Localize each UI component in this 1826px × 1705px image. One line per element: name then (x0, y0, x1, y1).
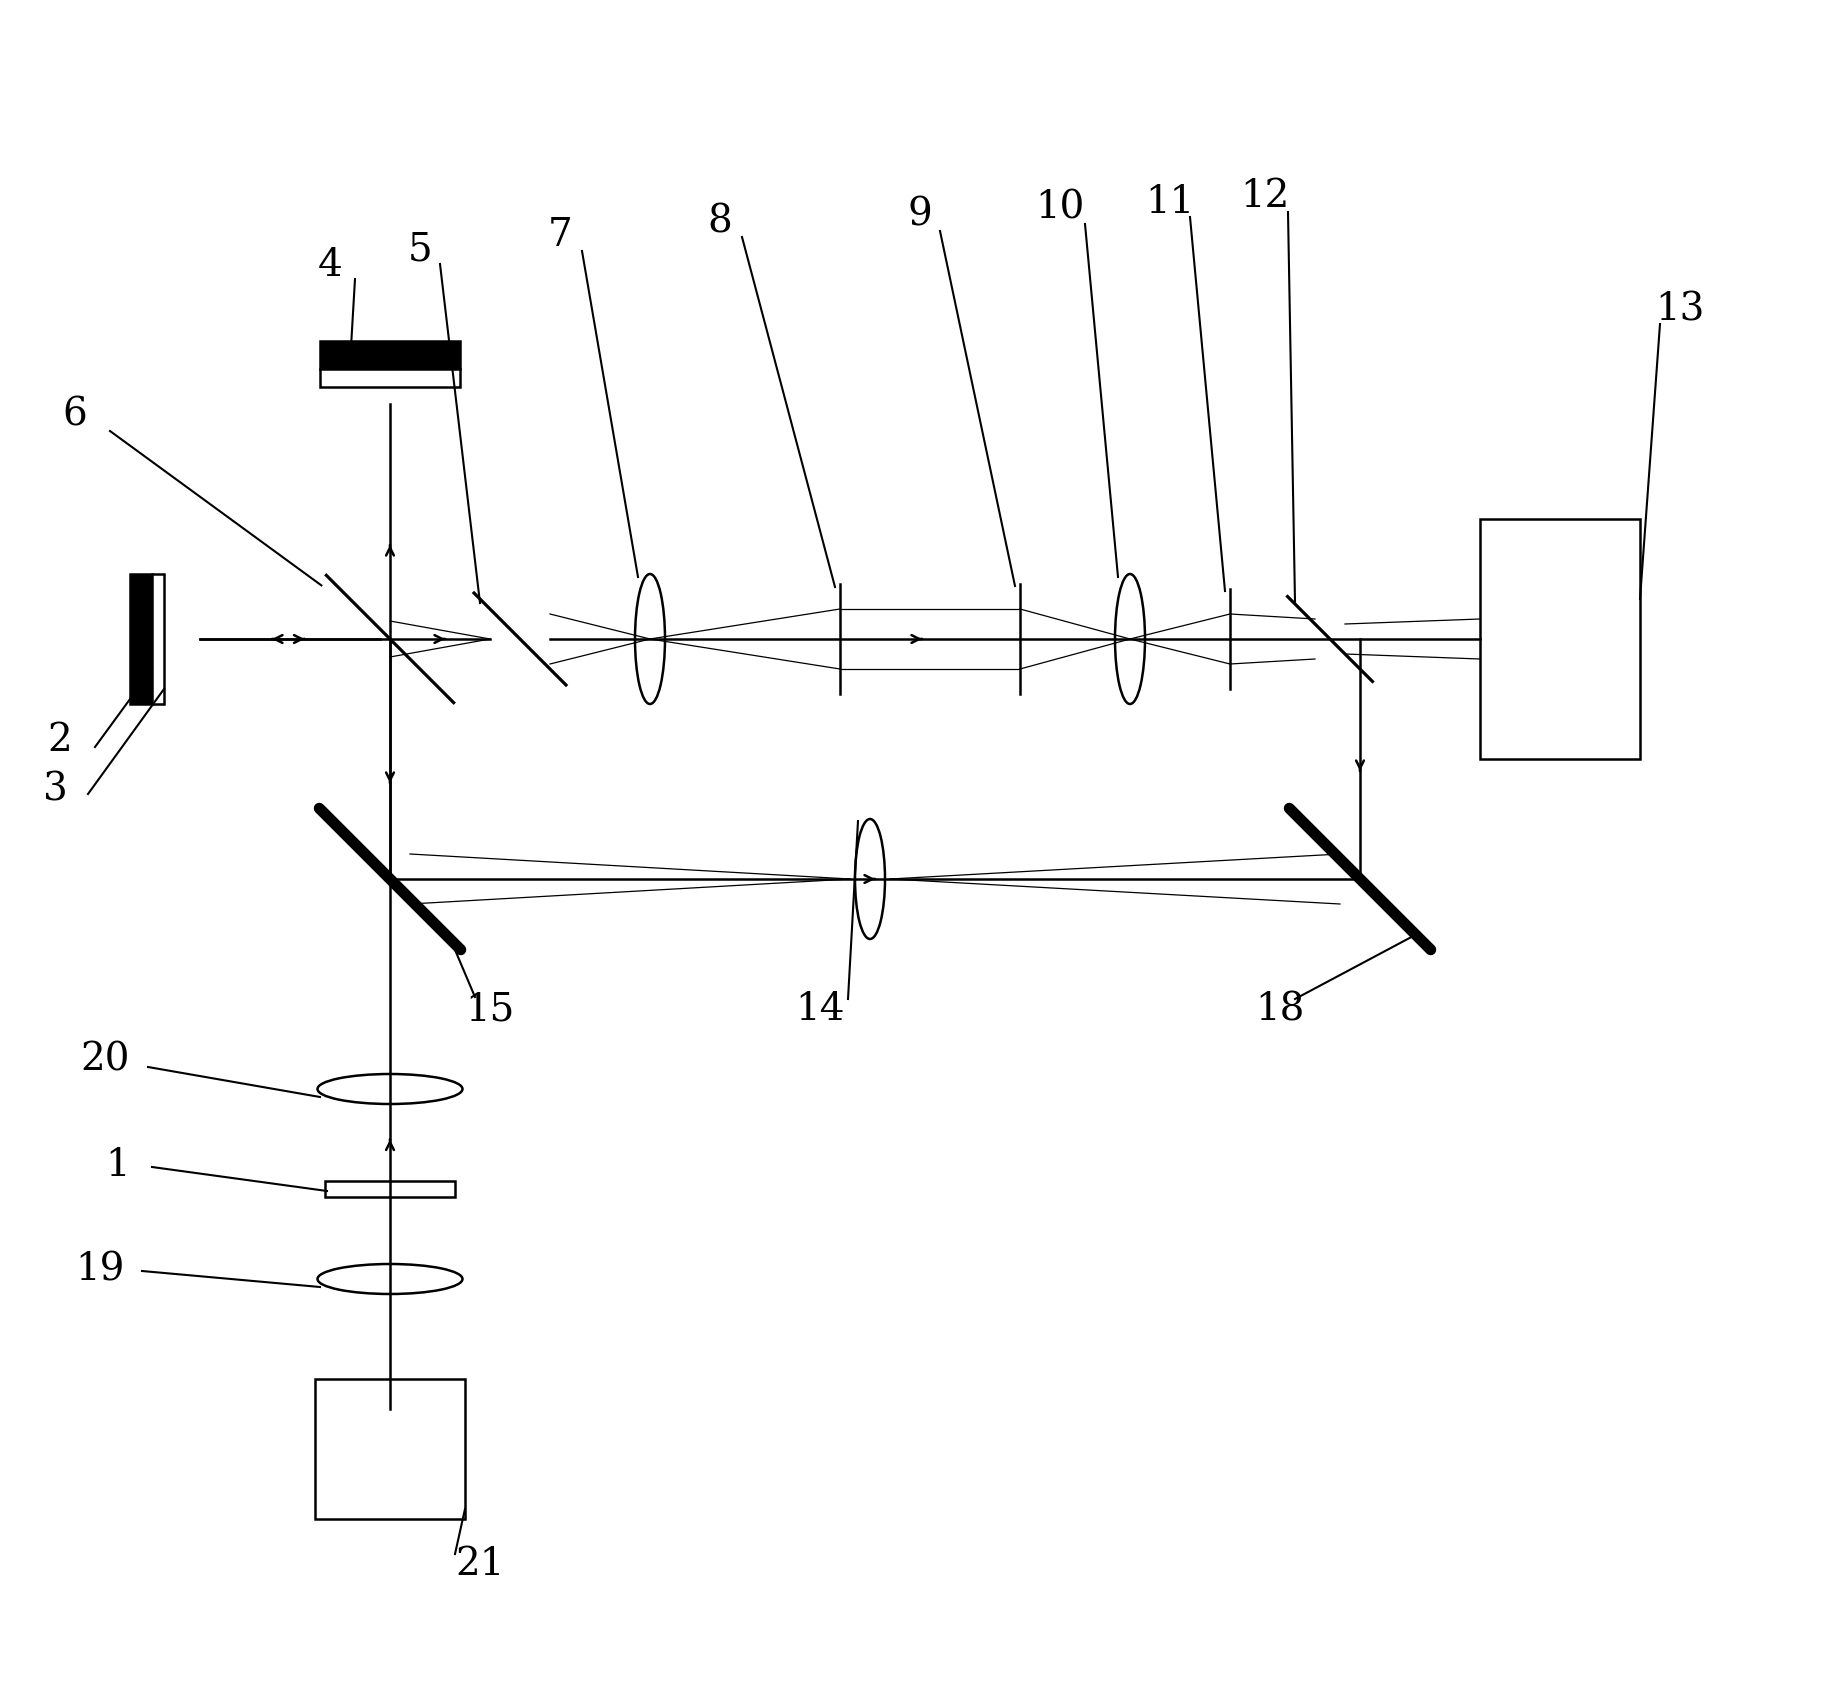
Bar (1481, 520, 1640, 759)
Ellipse shape (635, 575, 665, 704)
Text: 2: 2 (47, 721, 73, 759)
Text: 5: 5 (407, 232, 433, 268)
Text: 3: 3 (42, 771, 68, 808)
Text: 7: 7 (548, 217, 572, 254)
Ellipse shape (855, 820, 886, 939)
Bar (320, 370, 460, 387)
Bar (130, 575, 152, 704)
Ellipse shape (318, 1265, 462, 1294)
Text: 20: 20 (80, 1040, 130, 1078)
Text: 14: 14 (796, 991, 845, 1028)
Text: 19: 19 (75, 1251, 124, 1287)
Bar (320, 341, 460, 370)
Text: 9: 9 (908, 196, 933, 234)
Bar (152, 575, 164, 704)
Text: 11: 11 (1145, 184, 1194, 220)
Bar (325, 1182, 455, 1197)
Text: 13: 13 (1656, 292, 1705, 329)
Text: 15: 15 (466, 991, 515, 1028)
Ellipse shape (1116, 575, 1145, 704)
Text: 4: 4 (318, 246, 343, 283)
Text: 10: 10 (1035, 189, 1085, 227)
Text: 8: 8 (708, 203, 732, 240)
Text: 21: 21 (455, 1546, 504, 1582)
Text: 18: 18 (1254, 991, 1306, 1028)
Bar (316, 1379, 466, 1519)
Ellipse shape (318, 1074, 462, 1105)
Text: 1: 1 (106, 1146, 130, 1183)
Text: 6: 6 (62, 396, 88, 433)
Text: 12: 12 (1240, 177, 1289, 215)
